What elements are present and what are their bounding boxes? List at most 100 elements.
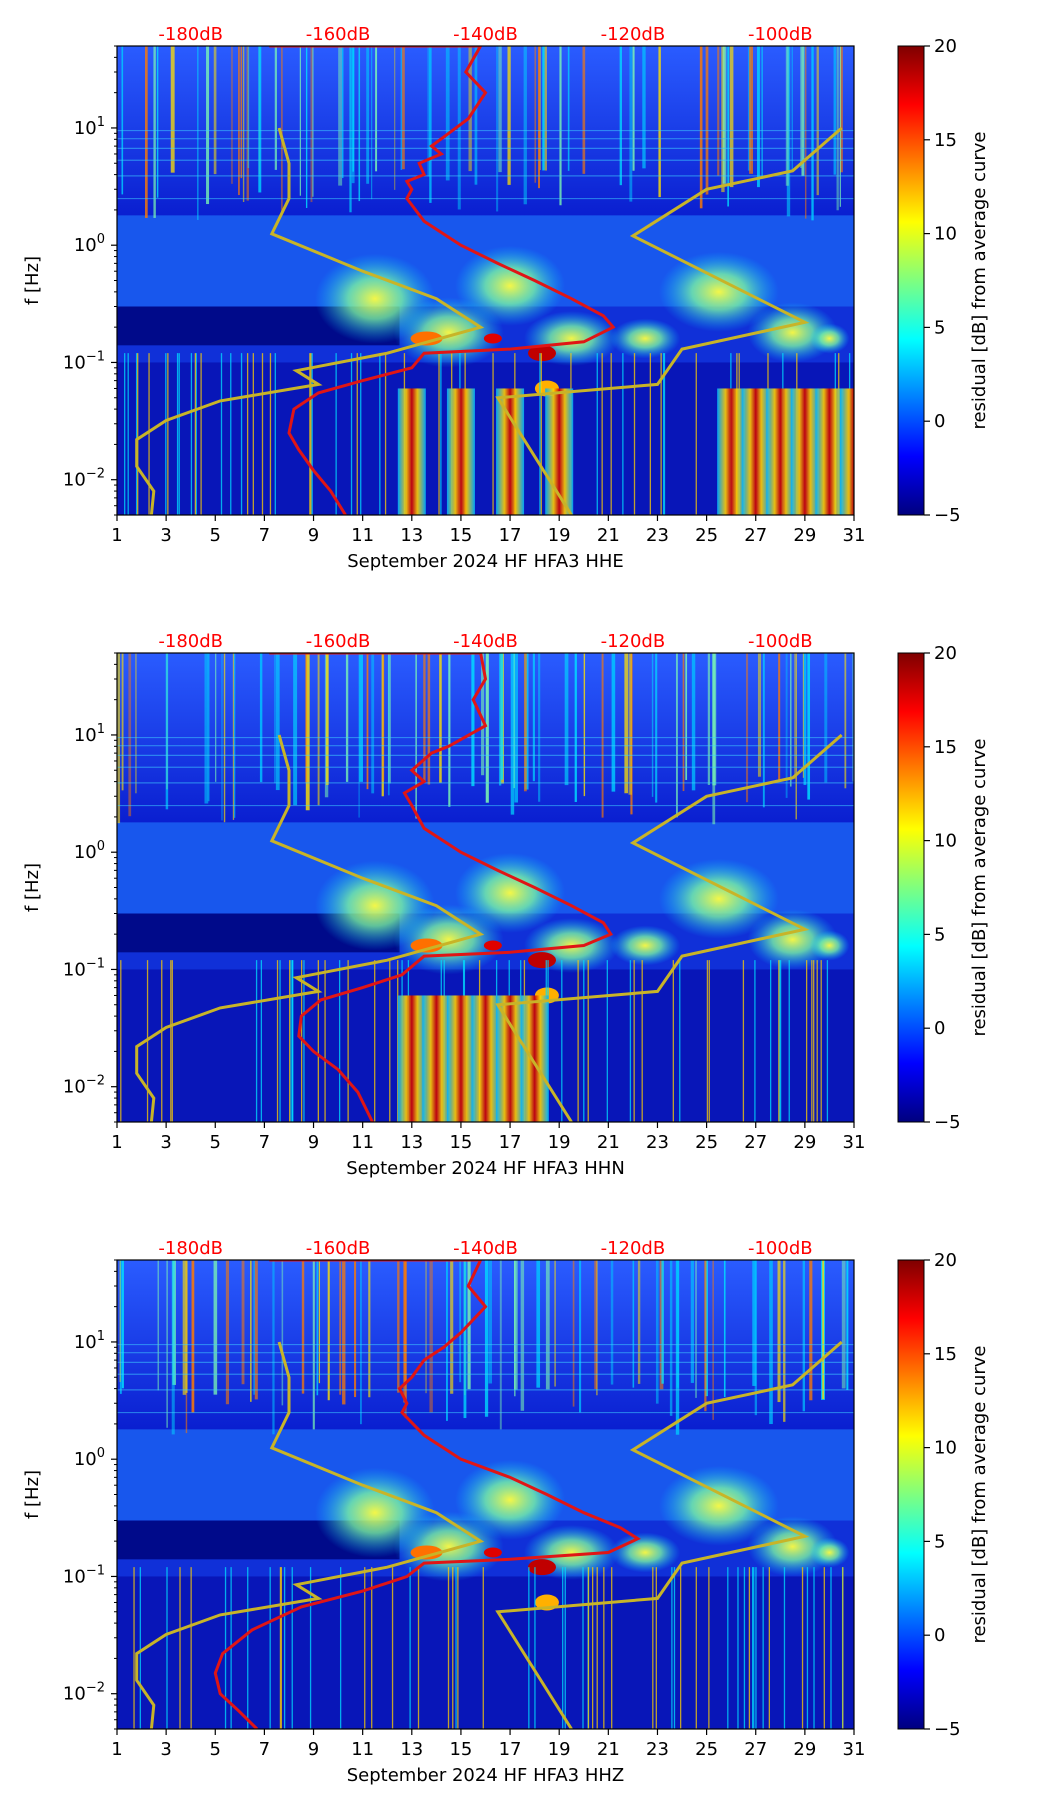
- hf-streak: [777, 1260, 781, 1403]
- hf-streak: [206, 46, 210, 205]
- hf-streak: [523, 46, 527, 205]
- y-tick-label: 10−1: [63, 349, 105, 373]
- colorbar: [897, 652, 925, 1123]
- hotspot: [410, 331, 443, 346]
- hf-streak: [450, 1260, 454, 1394]
- x-tick-label: 17: [499, 1132, 522, 1153]
- hf-streak: [448, 653, 451, 807]
- hf-streak: [791, 46, 793, 172]
- hf-streak: [651, 653, 654, 797]
- x-tick-label: 29: [793, 525, 816, 546]
- hf-streak: [305, 653, 308, 783]
- hf-streak: [669, 1260, 673, 1416]
- top-axis-db-label: -100dB: [748, 631, 813, 652]
- hf-streak: [807, 653, 811, 800]
- x-tick-label: 1: [111, 1739, 122, 1760]
- hf-streak: [191, 1260, 195, 1413]
- colorbar-label: residual [dB] from average curve: [969, 738, 990, 1036]
- hf-streak: [135, 653, 137, 794]
- microseism-patch: [658, 251, 779, 332]
- y-tick-label: 10−2: [63, 1074, 105, 1098]
- hf-streak: [166, 653, 168, 790]
- hf-streak: [345, 653, 349, 782]
- microseism-patch: [314, 1467, 435, 1558]
- y-tick-label: 10−1: [63, 1563, 105, 1587]
- hf-streak: [425, 1260, 427, 1394]
- hf-streak: [429, 1260, 433, 1413]
- hf-streak: [481, 653, 485, 776]
- hf-streak: [250, 1260, 252, 1402]
- hf-streak: [794, 653, 796, 779]
- hf-streak: [172, 1260, 176, 1385]
- hf-streak: [514, 653, 518, 803]
- hf-streak: [427, 653, 431, 785]
- hf-streak: [579, 1260, 582, 1413]
- hf-streak: [658, 46, 661, 198]
- hf-streak: [358, 46, 361, 202]
- hf-streak: [382, 653, 385, 781]
- hf-streak: [459, 1260, 462, 1383]
- hf-streak: [305, 653, 310, 811]
- hf-streak: [619, 46, 622, 186]
- hf-streak: [705, 46, 709, 195]
- hotspot: [528, 345, 557, 362]
- microseism-patch: [455, 1459, 566, 1540]
- hf-streak: [153, 46, 156, 218]
- hf-streak: [484, 1260, 489, 1417]
- hf-streak: [463, 1260, 467, 1419]
- hf-streak: [802, 653, 804, 778]
- top-axis-db-label: -140dB: [453, 24, 518, 45]
- hf-streak: [745, 653, 749, 803]
- top-axis-db-label: -120dB: [601, 1238, 666, 1259]
- y-tick-label: 101: [74, 722, 105, 746]
- hf-streak: [839, 46, 841, 207]
- hf-streak: [572, 1260, 575, 1407]
- hf-streak: [119, 1260, 122, 1394]
- microseism-patch: [314, 860, 435, 951]
- lp-storm-column: [496, 995, 525, 1122]
- hf-streak: [171, 1260, 175, 1435]
- hf-streak: [327, 1260, 330, 1401]
- colorbar-tick-label: 20: [934, 1250, 957, 1271]
- hf-streak: [339, 1260, 342, 1395]
- hf-streak: [691, 653, 696, 791]
- hf-streak: [804, 46, 807, 219]
- median-psd-curve: [269, 46, 616, 515]
- hf-streak: [121, 46, 124, 195]
- top-axis-db-label: -160dB: [306, 24, 371, 45]
- hf-streak: [342, 1260, 346, 1405]
- hf-streak: [471, 653, 475, 787]
- y-tick-label: 101: [74, 115, 105, 139]
- hf-streak: [366, 653, 369, 790]
- x-tick-label: 27: [744, 1132, 767, 1153]
- hf-streak: [316, 1260, 319, 1396]
- median-psd-curve: [269, 653, 614, 1122]
- hf-streak: [538, 653, 541, 802]
- hf-streak: [293, 653, 298, 806]
- x-tick-label: 3: [160, 525, 171, 546]
- hf-streak: [213, 46, 217, 175]
- hf-streak: [400, 46, 403, 170]
- hf-streak: [544, 46, 547, 171]
- hf-streak: [258, 46, 262, 193]
- hf-streak: [809, 1260, 813, 1401]
- hf-streak: [539, 46, 541, 171]
- hf-streak: [699, 46, 703, 209]
- hf-streak: [520, 1260, 525, 1411]
- hf-streak: [628, 653, 632, 795]
- x-tick-label: 5: [210, 525, 221, 546]
- hf-streak: [642, 46, 646, 169]
- colorbar-tick-label: 5: [934, 924, 945, 945]
- hf-streak: [415, 653, 417, 819]
- hf-streak: [795, 653, 797, 820]
- x-tick-label: 13: [400, 1132, 423, 1153]
- model-curve-high: [495, 1340, 843, 1729]
- hf-streak: [312, 46, 314, 197]
- hf-streak: [559, 46, 562, 206]
- y-tick-label: 100: [74, 232, 105, 256]
- hf-streak: [240, 46, 243, 179]
- lp-storm-column: [790, 388, 819, 515]
- model-curve-low: [135, 127, 485, 515]
